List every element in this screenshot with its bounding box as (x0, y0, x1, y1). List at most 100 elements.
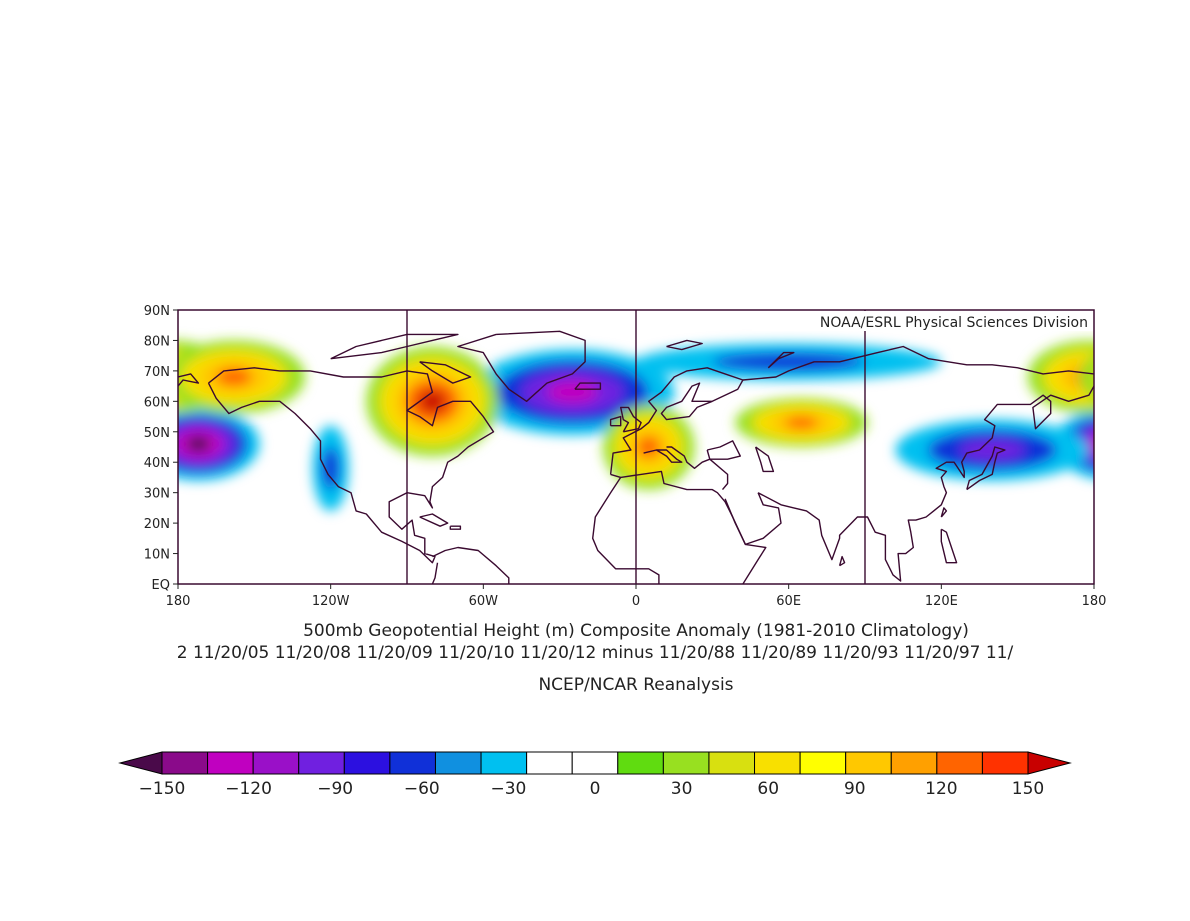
latitude-axis: 90N 80N 70N 60N 50N 40N 30N 20N 10N EQ (144, 304, 178, 593)
coastline-18 (178, 373, 200, 387)
coastline-8 (620, 470, 767, 584)
coastline-7 (592, 473, 660, 584)
coastline-11 (620, 406, 642, 433)
title-line-3: NCEP/NCAR Reanalysis (538, 675, 733, 695)
colorbar-label: 120 (925, 779, 957, 799)
coastline-5 (431, 562, 439, 584)
lat-tick-label: 30N (144, 487, 170, 502)
colorbar-label: 90 (844, 779, 866, 799)
coastline-27 (666, 339, 703, 351)
colorbar-label: 60 (757, 779, 779, 799)
lat-tick-label: 70N (144, 365, 170, 380)
colorbar-arrow-right (1027, 751, 1072, 775)
lon-tick-label: 180 (166, 594, 191, 609)
colorbar-swatch (526, 751, 573, 775)
colorbar-swatch (389, 751, 436, 775)
lon-tick-label: 0 (632, 594, 640, 609)
colorbar-arrow-left (118, 751, 163, 775)
coastline-25 (449, 525, 462, 530)
coastline-9 (643, 449, 683, 463)
colorbar-swatch (343, 751, 391, 775)
anomaly-cell-neg-arctic-siberia (712, 352, 866, 371)
anomaly-cell-neg-asia (959, 439, 1025, 461)
coastline-22 (940, 507, 948, 518)
colorbar-label: −150 (139, 779, 186, 799)
anomaly-cell-neg-north-pacific-wrap (1089, 435, 1094, 453)
colorbar-label: −60 (404, 779, 440, 799)
coastline-17 (757, 385, 1094, 582)
coastline-21 (940, 528, 958, 564)
colorbar-label: −30 (490, 779, 526, 799)
lat-tick-label: 50N (144, 426, 170, 441)
anomaly-cell-neg-greenland (546, 381, 598, 403)
coastline-13 (574, 382, 602, 390)
coastline-0 (207, 367, 495, 564)
anomaly-cell-pos-central-asia (784, 416, 818, 429)
anomaly-cell-neg-north-pacific-wrap (1102, 437, 1126, 452)
credit-label: NOAA/ESRL Physical Sciences Division (820, 315, 1088, 331)
lon-tick-label: 60W (469, 594, 499, 609)
coastline-23 (838, 555, 846, 567)
colorbar-label: −120 (225, 779, 272, 799)
colorbar-label: 30 (671, 779, 693, 799)
colorbar-swatch (981, 751, 1029, 775)
colorbar-swatch (252, 751, 300, 775)
lat-tick-label: 10N (144, 548, 170, 563)
colorbar-swatch (845, 751, 892, 775)
lat-tick-label: 60N (144, 395, 170, 410)
coastlines (178, 330, 1094, 584)
coastline-10 (666, 446, 729, 491)
lat-tick-label: 20N (144, 517, 170, 532)
colorbar-swatch (936, 751, 983, 775)
longitude-axis: 180 120W 60W 0 60E 120E 180 (166, 584, 1107, 609)
coastline-16 (724, 492, 782, 546)
colorbar-swatch (754, 751, 801, 775)
coastline-1 (457, 330, 586, 402)
colorbar-swatch (662, 751, 710, 775)
colorbar-swatch (799, 751, 847, 775)
colorbar-labels: −150 −120 −90 −60 −30 0 30 60 90 120 150 (139, 779, 1045, 799)
anomaly-cell-neg-north-pacific (186, 436, 211, 452)
colorbar-swatch (207, 751, 254, 775)
anomaly-cell-pos-alaska-wrap (1078, 354, 1094, 400)
anomaly-cell-pos-alaska (216, 367, 252, 387)
coastline-14 (706, 440, 741, 460)
colorbar-swatch (617, 751, 664, 775)
anomaly-field (178, 340, 1190, 511)
coastline-4 (432, 546, 510, 584)
coastline-2 (330, 333, 459, 360)
lon-tick-label: 180 (1082, 594, 1107, 609)
credit-box (752, 311, 1093, 331)
coastline-3 (419, 361, 472, 384)
anomaly-cell-pos-alaska-wrap (1097, 350, 1190, 405)
lat-tick-label: 90N (144, 304, 170, 319)
coastline-15 (754, 446, 775, 473)
lon-tick-label: 60E (776, 594, 801, 609)
anomaly-cell-pos-europe (637, 436, 661, 458)
meridian-lines (406, 310, 866, 584)
title-line-1: 500mb Geopotential Height (m) Composite … (303, 621, 969, 641)
lat-tick-label: EQ (152, 578, 170, 593)
lat-tick-label: 80N (144, 334, 170, 349)
colorbar-label: 0 (590, 779, 601, 799)
lon-tick-label: 120E (925, 594, 958, 609)
anomaly-cell-pos-alaska-wrap (1114, 359, 1185, 396)
anomaly-cell-neg-north-pacific-wrap (1077, 425, 1094, 463)
colorbar (118, 751, 1072, 775)
colorbar-swatch (161, 751, 209, 775)
colorbar-swatch (480, 751, 528, 775)
colorbar-swatch (571, 751, 619, 775)
colorbar-swatch (298, 751, 345, 775)
coastline-26 (767, 351, 795, 369)
lon-tick-label: 120W (312, 594, 350, 609)
colorbar-swatch (434, 751, 482, 775)
coastline-20 (966, 446, 1006, 491)
coastline-24 (419, 513, 449, 527)
lat-tick-label: 40N (144, 456, 170, 471)
colorbar-swatch (708, 751, 756, 775)
coastline-12 (609, 415, 622, 427)
colorbar-swatch (890, 751, 938, 775)
title-line-2: 2 11/20/05 11/20/08 11/20/09 11/20/10 11… (177, 643, 1014, 663)
coastline-19 (742, 345, 1094, 381)
